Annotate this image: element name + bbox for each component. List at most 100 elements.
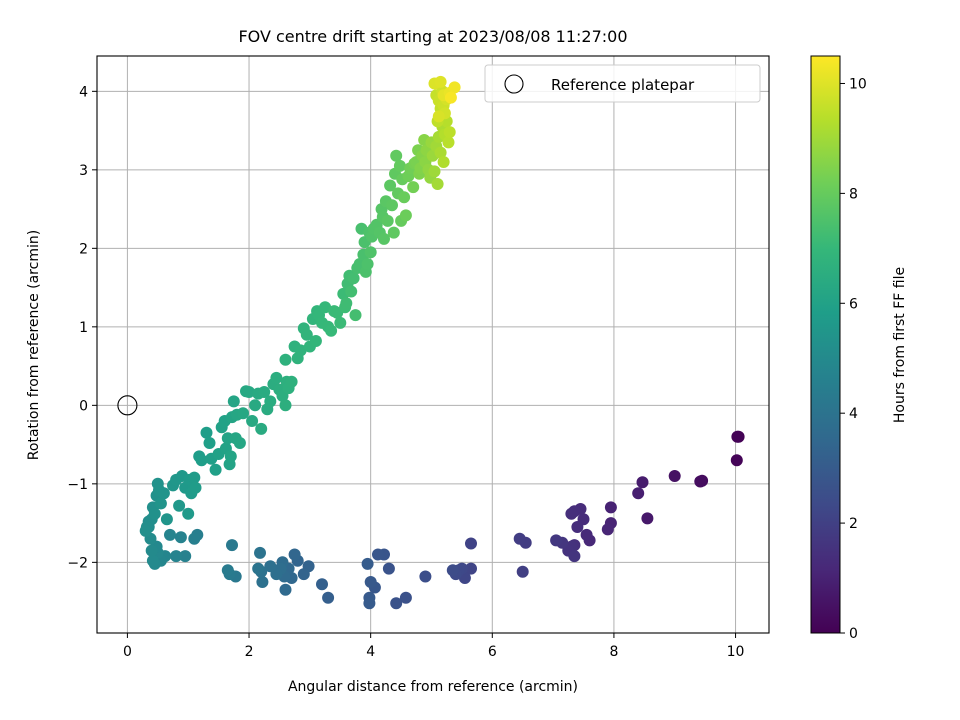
data-point xyxy=(349,309,362,322)
colorbar-tick-label: 4 xyxy=(849,406,858,422)
data-point xyxy=(516,565,529,578)
y-tick-label: −1 xyxy=(67,477,88,493)
data-point xyxy=(195,454,208,467)
data-point xyxy=(255,422,268,435)
x-tick-label: 4 xyxy=(366,644,375,660)
data-point xyxy=(390,149,403,162)
data-point xyxy=(148,507,161,520)
data-point xyxy=(372,548,384,561)
data-point xyxy=(226,539,238,552)
data-point xyxy=(322,591,335,604)
y-tick-label: 4 xyxy=(79,84,88,100)
data-point xyxy=(157,487,170,500)
data-point xyxy=(387,226,400,239)
colorbar-tick-label: 6 xyxy=(849,296,858,312)
data-point xyxy=(340,297,353,310)
data-point xyxy=(636,476,649,489)
data-point xyxy=(160,513,173,526)
legend-label: Reference platepar xyxy=(551,76,695,94)
data-point xyxy=(393,159,406,172)
data-point xyxy=(632,487,645,500)
x-axis-ticks: 0 2 4 6 8 10 xyxy=(123,633,744,660)
y-axis-label: Rotation from reference (arcmin) xyxy=(26,230,42,460)
data-point xyxy=(580,528,593,541)
data-point xyxy=(288,548,301,561)
data-point xyxy=(237,407,249,420)
colorbar-tick-label: 2 xyxy=(849,516,858,532)
data-point xyxy=(279,399,292,412)
data-point xyxy=(568,550,581,563)
data-point xyxy=(465,562,477,575)
data-point xyxy=(243,386,255,398)
data-point xyxy=(182,507,195,520)
data-point xyxy=(252,562,265,575)
y-tick-label: 0 xyxy=(79,398,88,414)
data-point xyxy=(437,156,450,168)
data-point xyxy=(279,583,292,596)
data-point xyxy=(361,258,374,270)
x-tick-label: 0 xyxy=(123,644,132,660)
y-tick-label: −2 xyxy=(67,555,88,571)
data-point xyxy=(398,191,411,204)
legend: Reference platepar xyxy=(484,64,761,103)
data-point xyxy=(465,537,477,550)
x-axis-label: Angular distance from reference (arcmin) xyxy=(288,679,578,695)
data-point xyxy=(381,214,394,227)
data-point xyxy=(146,554,159,567)
data-point xyxy=(382,562,395,575)
data-point xyxy=(316,578,328,591)
data-point xyxy=(174,531,187,544)
data-point xyxy=(571,521,584,533)
data-point xyxy=(264,560,277,573)
data-point xyxy=(188,471,201,484)
colorbar-label: Hours from first FF file xyxy=(892,267,908,423)
data-point xyxy=(378,232,390,245)
data-point xyxy=(179,550,192,563)
data-point xyxy=(384,179,397,192)
data-point xyxy=(428,165,441,178)
reference-marker xyxy=(117,395,138,416)
data-point xyxy=(386,199,398,212)
data-point xyxy=(200,426,213,439)
data-point xyxy=(224,450,237,463)
data-point xyxy=(363,597,376,610)
data-point xyxy=(442,136,455,149)
data-point xyxy=(448,81,461,94)
data-point xyxy=(434,75,447,88)
data-point xyxy=(419,570,432,583)
data-point xyxy=(444,91,457,104)
data-point xyxy=(258,386,271,398)
plot-frame xyxy=(96,55,770,634)
colorbar-tick-label: 8 xyxy=(849,186,858,202)
data-point xyxy=(550,534,563,547)
data-point xyxy=(434,146,447,159)
data-point xyxy=(443,126,456,139)
data-point xyxy=(731,430,744,443)
data-point xyxy=(254,546,266,559)
y-tick-label: 2 xyxy=(79,241,88,257)
data-point xyxy=(319,301,332,314)
data-point xyxy=(188,532,201,545)
colorbar-gradient xyxy=(810,55,841,634)
data-point xyxy=(203,437,216,449)
chart-title: FOV centre drift starting at 2023/08/08 … xyxy=(238,27,627,46)
data-point xyxy=(297,568,310,581)
data-point xyxy=(399,209,412,222)
colorbar: 0 2 4 6 8 10 Hours from first FF file xyxy=(810,55,908,642)
data-point xyxy=(431,178,444,190)
data-point xyxy=(145,544,158,557)
data-point xyxy=(164,528,176,541)
data-point xyxy=(694,475,707,488)
data-point xyxy=(256,576,269,588)
x-tick-label: 8 xyxy=(609,644,618,660)
data-point xyxy=(294,344,307,357)
x-tick-label: 6 xyxy=(488,644,497,660)
data-point xyxy=(446,564,459,577)
data-point xyxy=(227,395,240,408)
data-point xyxy=(407,181,420,194)
data-point xyxy=(285,375,298,388)
legend-box xyxy=(484,64,761,103)
data-point xyxy=(668,470,681,482)
data-point xyxy=(361,557,374,570)
data-point xyxy=(432,110,445,123)
